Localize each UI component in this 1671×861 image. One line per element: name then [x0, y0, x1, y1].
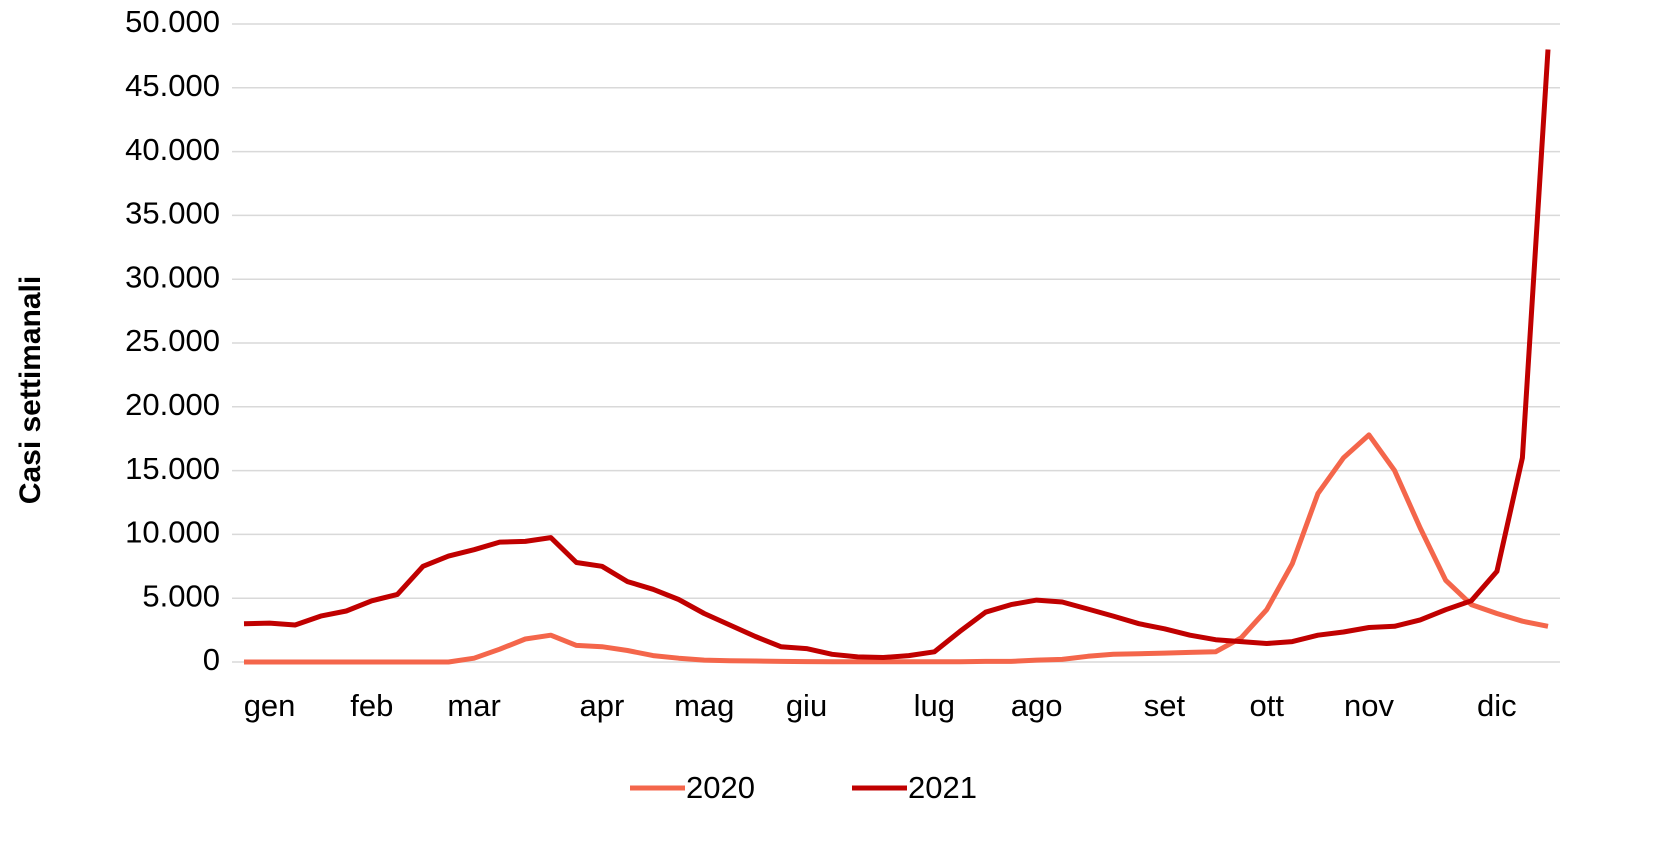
x-tick-label: mar [447, 688, 500, 723]
legend-label: 2021 [908, 770, 977, 805]
x-tick-label: dic [1477, 688, 1517, 723]
y-tick-label: 30.000 [125, 259, 220, 294]
legend-label: 2020 [686, 770, 755, 805]
y-tick-label: 15.000 [125, 451, 220, 486]
x-tick-label: set [1144, 688, 1186, 723]
x-tick-label: apr [580, 688, 625, 723]
y-tick-label: 25.000 [125, 323, 220, 358]
x-tick-label: lug [914, 688, 955, 723]
x-tick-label: mag [674, 688, 734, 723]
x-tick-label: gen [244, 688, 296, 723]
y-tick-label: 40.000 [125, 132, 220, 167]
x-tick-label: giu [786, 688, 827, 723]
y-tick-label: 20.000 [125, 387, 220, 422]
x-tick-label: nov [1344, 688, 1394, 723]
x-tick-label: ago [1011, 688, 1063, 723]
y-tick-label: 45.000 [125, 68, 220, 103]
y-axis-label: Casi settimanali [14, 276, 47, 504]
y-tick-label: 50.000 [125, 4, 220, 39]
line [243, 49, 1551, 660]
y-tick-label: 5.000 [142, 578, 220, 613]
y-tick-label: 10.000 [125, 515, 220, 550]
line [244, 432, 1549, 665]
x-tick-label: ott [1250, 688, 1285, 723]
y-tick-label: 35.000 [125, 196, 220, 231]
x-tick-label: feb [350, 688, 393, 723]
y-tick-label: 0 [203, 642, 220, 677]
